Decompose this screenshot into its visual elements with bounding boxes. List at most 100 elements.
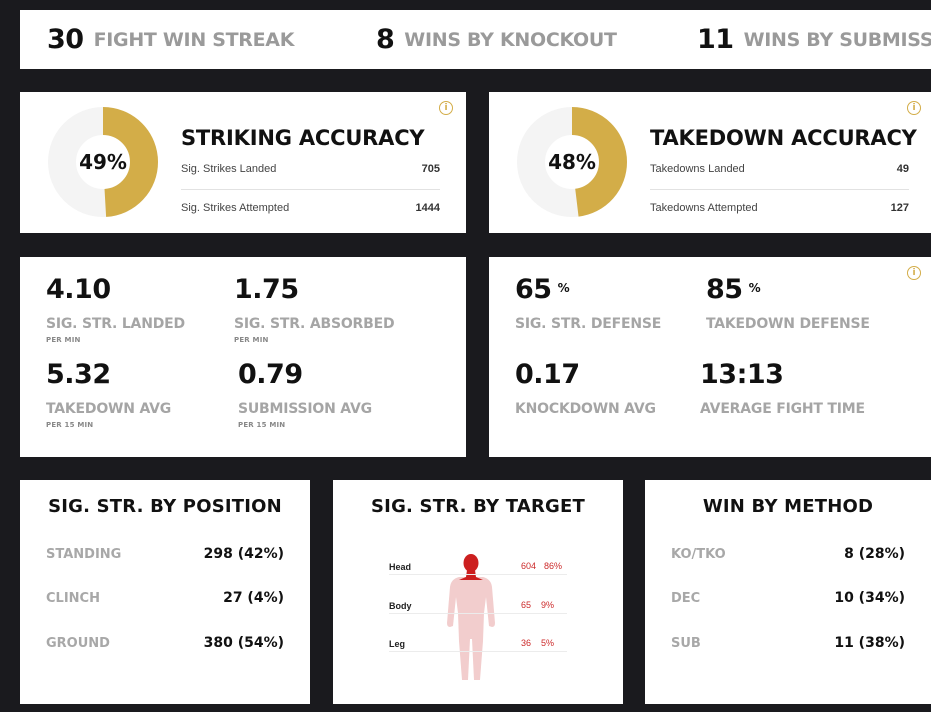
divider xyxy=(389,613,567,614)
target-head-pct: 86% xyxy=(544,561,563,571)
row-value: 8 (28%) xyxy=(844,546,905,562)
wins-by-knockout-value: 8 xyxy=(376,24,395,55)
row-label: KO/TKO xyxy=(671,546,726,562)
divider xyxy=(389,651,567,652)
sig-strikes-landed-row: Sig. Strikes Landed 705 xyxy=(181,163,440,175)
card-title: SIG. STR. BY POSITION xyxy=(48,496,282,517)
row-value: 10 (34%) xyxy=(834,590,905,606)
target-label-head: Head xyxy=(389,562,412,572)
donut-arc xyxy=(48,107,158,217)
row-label: DEC xyxy=(671,590,701,606)
divider xyxy=(181,189,440,190)
row-label: SUB xyxy=(671,635,701,651)
striking-accuracy-card: 49% STRIKING ACCURACY Sig. Strikes Lande… xyxy=(20,92,466,233)
stat-label: SIG. STR. ABSORBED xyxy=(234,316,395,332)
stat-value: 0.17 xyxy=(515,359,580,390)
method-row-ko-tko: KO/TKO 8 (28%) xyxy=(671,546,905,562)
position-row-clinch: CLINCH 27 (4%) xyxy=(46,590,284,606)
sig-str-defense-stat: 65% SIG. STR. DEFENSE xyxy=(515,274,661,333)
wins-by-knockout: 8 WINS BY KNOCKOUT xyxy=(376,10,617,69)
row-value: 380 (54%) xyxy=(203,635,284,651)
head-highlight xyxy=(463,554,479,572)
sig-str-by-target-card: SIG. STR. BY TARGET Head 604 86% Body 65… xyxy=(333,480,623,704)
fight-win-streak-label: FIGHT WIN STREAK xyxy=(93,28,295,51)
row-label: Takedowns Attempted xyxy=(650,202,758,214)
takedown-accuracy-card: 48% TAKEDOWN ACCURACY Takedowns Landed 4… xyxy=(489,92,931,233)
stat-number: 85 xyxy=(706,274,743,305)
stat-label: SIG. STR. LANDED xyxy=(46,316,185,332)
row-value: 1444 xyxy=(415,202,440,214)
defense-card: 65% SIG. STR. DEFENSE 85% TAKEDOWN DEFEN… xyxy=(489,257,931,457)
stat-label: AVERAGE FIGHT TIME xyxy=(700,401,865,417)
row-value: 127 xyxy=(890,202,909,214)
target-leg-count: 36 xyxy=(521,638,532,648)
stat-value: 85% xyxy=(706,275,870,305)
target-leg-pct: 5% xyxy=(541,638,555,648)
stat-label: KNOCKDOWN AVG xyxy=(515,401,656,417)
stat-unit: PER 15 MIN xyxy=(46,421,94,429)
striking-accuracy-title: STRIKING ACCURACY xyxy=(181,126,425,150)
row-label: CLINCH xyxy=(46,590,100,606)
info-icon[interactable]: i xyxy=(907,101,921,115)
takedown-accuracy-donut xyxy=(517,107,627,217)
takedowns-attempted-row: Takedowns Attempted 127 xyxy=(650,202,909,214)
percent-sign: % xyxy=(748,281,761,295)
takedown-defense-stat: 85% TAKEDOWN DEFENSE xyxy=(706,275,870,333)
target-body-pct: 9% xyxy=(541,600,555,610)
sig-str-landed-stat: 4.10 SIG. STR. LANDED PER MIN xyxy=(46,275,185,345)
submission-avg-stat: 0.79 SUBMISSION AVG PER 15 MIN xyxy=(238,359,372,430)
sig-str-absorbed-stat: 1.75 SIG. STR. ABSORBED PER MIN xyxy=(234,274,395,345)
percent-sign: % xyxy=(557,281,570,295)
method-row-dec: DEC 10 (34%) xyxy=(671,590,905,606)
stat-value: 13:13 xyxy=(700,359,784,390)
stat-label: TAKEDOWN DEFENSE xyxy=(706,316,870,332)
row-value: 27 (4%) xyxy=(223,590,284,606)
stat-value: 0.79 xyxy=(238,359,303,390)
wins-by-submission-value: 11 xyxy=(697,24,734,55)
row-label: STANDING xyxy=(46,546,122,562)
stat-unit: PER MIN xyxy=(46,336,81,344)
row-value: 705 xyxy=(421,163,440,175)
stat-unit: PER MIN xyxy=(234,336,269,344)
fight-win-streak: 30 FIGHT WIN STREAK xyxy=(47,10,294,69)
row-label: Takedowns Landed xyxy=(650,163,745,175)
striking-accuracy-percent: 49% xyxy=(79,150,127,174)
donut-arc xyxy=(517,107,627,217)
card-title: SIG. STR. BY TARGET xyxy=(371,496,585,517)
target-head-count: 604 xyxy=(521,561,537,571)
row-value: 49 xyxy=(896,163,909,175)
stat-value: 5.32 xyxy=(46,359,111,390)
takedown-accuracy-title: TAKEDOWN ACCURACY xyxy=(650,126,917,150)
target-body-count: 65 xyxy=(521,600,532,610)
target-label-body: Body xyxy=(389,601,412,611)
position-row-standing: STANDING 298 (42%) xyxy=(46,546,284,562)
wins-by-submission-label: WINS BY SUBMISSION xyxy=(743,28,931,51)
sig-str-by-position-card: SIG. STR. BY POSITION STANDING 298 (42%)… xyxy=(20,480,310,704)
win-by-method-card: WIN BY METHOD KO/TKO 8 (28%) DEC 10 (34%… xyxy=(645,480,931,704)
streak-bar: 30 FIGHT WIN STREAK 8 WINS BY KNOCKOUT 1… xyxy=(20,10,931,69)
row-value: 298 (42%) xyxy=(203,546,284,562)
position-row-ground: GROUND 380 (54%) xyxy=(46,635,284,651)
row-label: Sig. Strikes Attempted xyxy=(181,202,290,214)
sig-strikes-attempted-row: Sig. Strikes Attempted 1444 xyxy=(181,202,440,214)
body-figure-icon xyxy=(447,554,495,680)
neck-highlight xyxy=(459,570,483,580)
target-label-leg: Leg xyxy=(389,639,406,649)
row-label: Sig. Strikes Landed xyxy=(181,163,277,175)
info-icon[interactable]: i xyxy=(907,266,921,280)
stat-label: TAKEDOWN AVG xyxy=(46,401,172,417)
stat-value: 1.75 xyxy=(234,274,299,305)
fight-win-streak-value: 30 xyxy=(47,24,84,55)
wins-by-knockout-label: WINS BY KNOCKOUT xyxy=(404,28,617,51)
info-icon[interactable]: i xyxy=(439,101,453,115)
row-value: 11 (38%) xyxy=(834,635,905,651)
stat-label: SUBMISSION AVG xyxy=(238,401,372,417)
stat-number: 65 xyxy=(515,274,552,305)
takedown-accuracy-percent: 48% xyxy=(548,150,596,174)
average-fight-time-stat: 13:13 AVERAGE FIGHT TIME xyxy=(700,359,865,418)
card-title: WIN BY METHOD xyxy=(702,496,874,517)
takedown-avg-stat: 5.32 TAKEDOWN AVG PER 15 MIN xyxy=(46,359,172,430)
row-label: GROUND xyxy=(46,635,110,651)
stat-unit: PER 15 MIN xyxy=(238,421,286,429)
body-silhouette xyxy=(447,577,495,680)
